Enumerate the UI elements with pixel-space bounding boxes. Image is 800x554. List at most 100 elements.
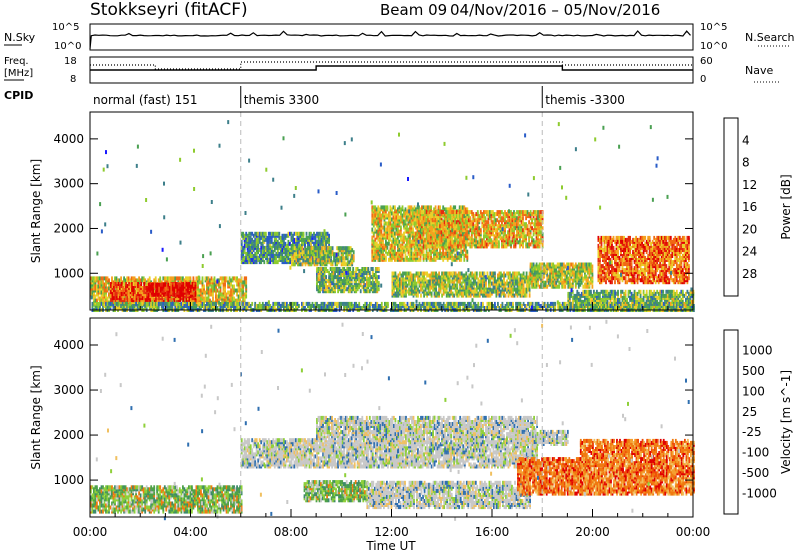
echo-cell [276, 231, 279, 236]
echo-cell [311, 304, 314, 308]
echo-cell [245, 258, 248, 262]
echo-cell [94, 276, 97, 281]
echo-cell [281, 252, 284, 256]
echo-cell [483, 306, 486, 310]
echo-cell [427, 218, 429, 223]
echo-cell [425, 228, 428, 233]
echo-cell [273, 260, 276, 265]
echo-cell [391, 306, 394, 310]
echo-cell [218, 290, 220, 295]
echo-cell [178, 280, 181, 285]
echo-cell [108, 301, 110, 306]
echo-cell [404, 219, 407, 224]
echo-cell [564, 304, 567, 308]
echo-cell [272, 304, 275, 308]
echo-cell [237, 282, 240, 287]
echo-cell [264, 245, 267, 250]
echo-cell [276, 254, 279, 258]
echo-cell [400, 243, 402, 248]
echo-cell [389, 225, 392, 230]
echo-cell [109, 286, 112, 291]
echo-cell [197, 298, 199, 303]
echo-cell [420, 304, 422, 308]
echo-cell [469, 304, 472, 308]
echo-cell [254, 231, 257, 236]
echo-cell [200, 304, 202, 308]
echo-cell [185, 294, 188, 299]
echo-cell [106, 301, 109, 306]
echo-cell [137, 288, 139, 292]
echo-cell [272, 260, 275, 265]
echo-cell [375, 229, 378, 234]
echo-cell [206, 282, 208, 287]
echo-cell [382, 245, 384, 250]
echo-cell [204, 290, 207, 295]
echo-cell [463, 205, 466, 210]
echo-cell [498, 306, 501, 310]
echo-cell [221, 276, 223, 281]
echo-cell [389, 233, 392, 238]
echo-cell [99, 304, 101, 308]
echo-cell [260, 245, 263, 250]
echo-cell [190, 292, 192, 297]
echo-cell [108, 306, 110, 310]
echo-cell [449, 214, 452, 219]
echo-cell [448, 306, 451, 310]
echo-cell [234, 301, 237, 306]
echo-cell [224, 298, 226, 303]
echo-cell [292, 304, 294, 308]
echo-cell [371, 227, 374, 232]
echo-cell [228, 296, 231, 301]
echo-cell [382, 306, 385, 310]
echo-cell [204, 304, 207, 308]
echo-cell [114, 282, 117, 286]
echo-cell [169, 304, 172, 308]
echo-cell [307, 235, 309, 240]
echo-cell [159, 301, 162, 306]
echo-cell [452, 227, 455, 232]
echo-cell [222, 296, 225, 301]
echo-cell [374, 237, 377, 242]
echo-cell [286, 248, 288, 252]
echo-cell [333, 258, 335, 263]
echo-cell [386, 245, 389, 250]
echo-cell [147, 296, 150, 301]
echo-cell [444, 304, 447, 308]
echo-cell [427, 212, 429, 217]
echo-cell [312, 252, 314, 257]
echo-cell [394, 221, 396, 226]
echo-cell [171, 284, 174, 289]
echo-cell [458, 235, 461, 240]
echo-cell [313, 246, 316, 251]
echo-cell [322, 239, 324, 244]
echo-cell [115, 276, 118, 281]
echo-cell [260, 250, 263, 254]
echo-cell [126, 290, 129, 295]
echo-cell [446, 207, 449, 212]
echo-cell [287, 231, 290, 236]
echo-cell [123, 290, 126, 295]
echo-cell [434, 238, 437, 243]
echo-cell [458, 255, 461, 260]
echo-cell [397, 239, 399, 244]
echo-cell [392, 205, 395, 210]
nsky-panel [89, 23, 694, 51]
echo-cell [138, 288, 141, 292]
nsearch-label: N.Search [745, 31, 795, 44]
echo-cell [448, 242, 451, 247]
echo-cell [507, 304, 510, 308]
echo-cell [504, 304, 507, 308]
echo-cell [551, 301, 554, 306]
echo-cell [404, 235, 407, 240]
echo-cell [245, 280, 248, 285]
echo-cell [378, 207, 381, 212]
echo-cell [203, 304, 205, 308]
echo-cell [131, 290, 133, 295]
echo-cell [443, 212, 446, 217]
echo-cell [457, 216, 460, 221]
echo-cell [129, 304, 131, 308]
echo-cell [561, 301, 564, 306]
echo-cell [426, 301, 428, 306]
echo-cell [222, 304, 225, 308]
echo-cell [451, 207, 454, 212]
